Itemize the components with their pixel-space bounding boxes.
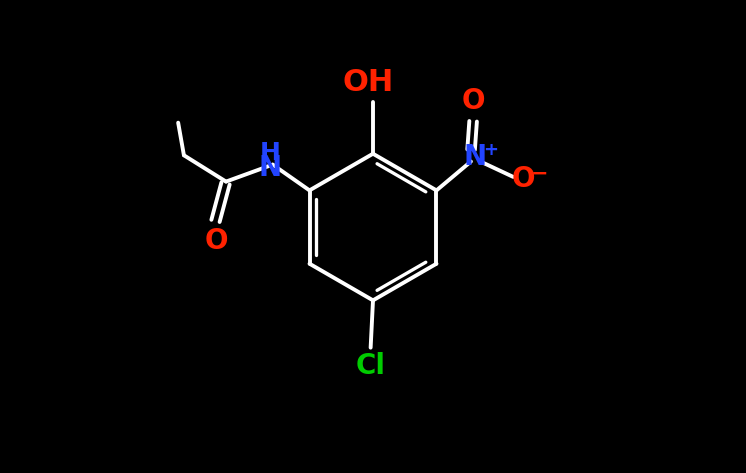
Text: +: +	[483, 140, 498, 158]
Text: O: O	[204, 227, 228, 254]
Text: N: N	[463, 143, 486, 171]
Text: OH: OH	[342, 68, 394, 97]
Text: O: O	[512, 165, 536, 193]
Text: O: O	[462, 88, 485, 115]
Text: Cl: Cl	[356, 351, 386, 380]
Text: H: H	[260, 141, 280, 165]
Text: −: −	[530, 163, 548, 183]
Text: N: N	[259, 154, 282, 182]
